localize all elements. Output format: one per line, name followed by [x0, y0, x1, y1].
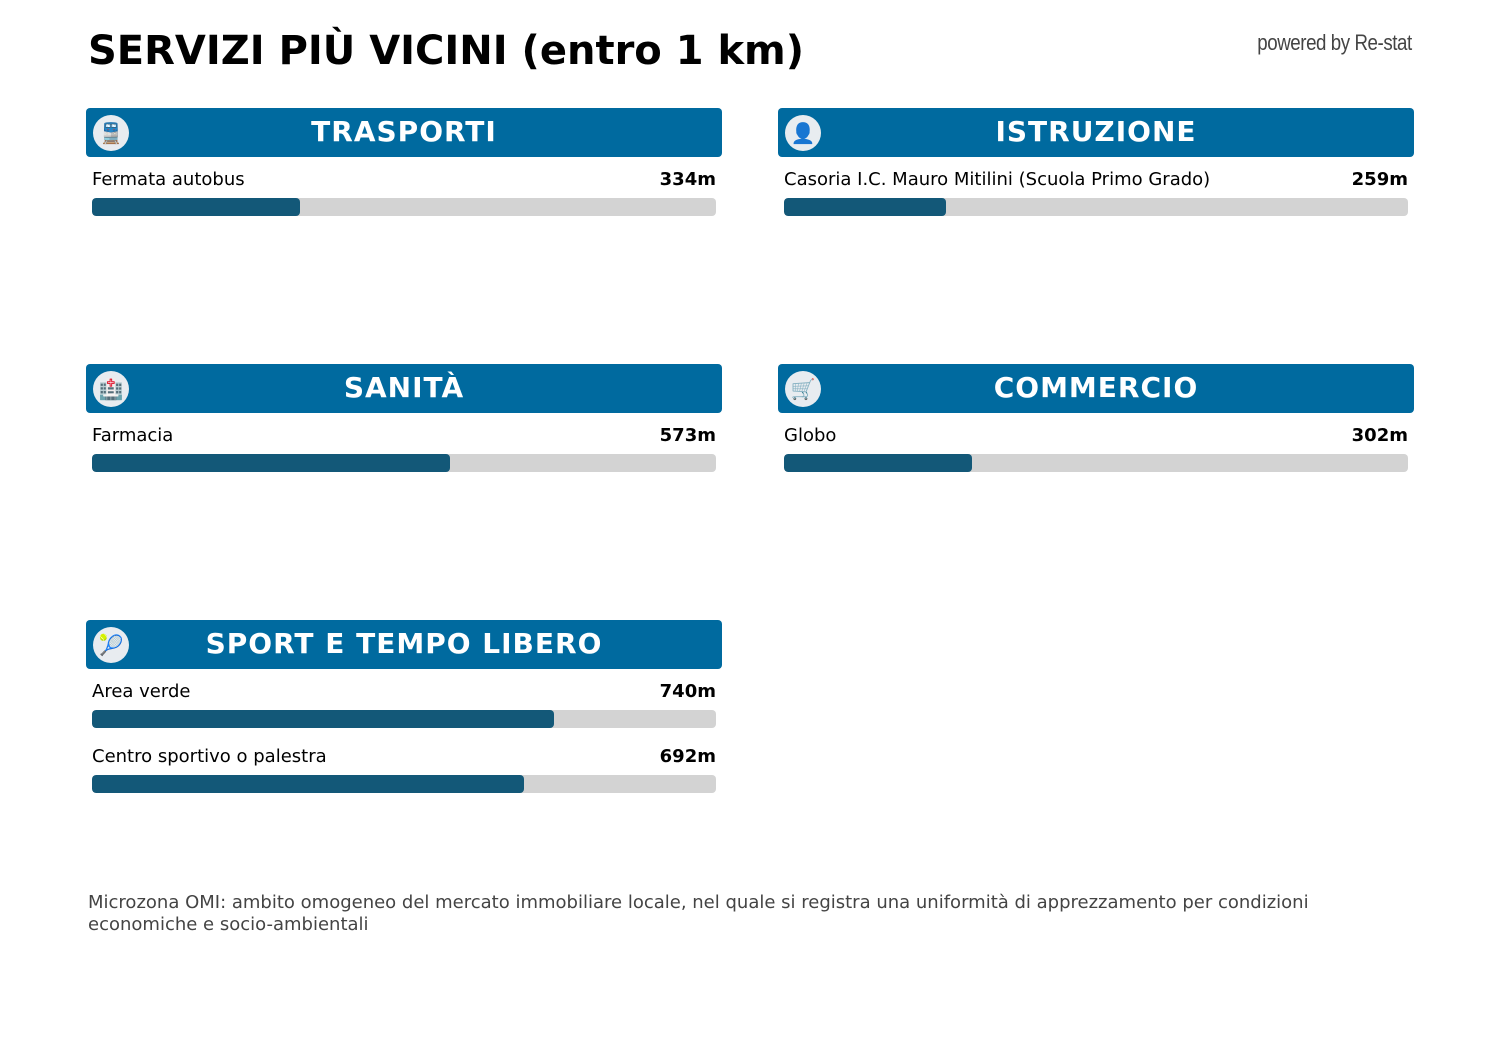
- distance-bar: [92, 454, 716, 472]
- service-item: Globo 302m: [784, 425, 1408, 472]
- panel-title: TRASPORTI: [311, 115, 497, 148]
- service-item: Casoria I.C. Mauro Mitilini (Scuola Prim…: [784, 169, 1408, 216]
- panel-title: COMMERCIO: [993, 371, 1199, 404]
- teacher-icon: 👤: [785, 115, 821, 151]
- service-label: Farmacia: [92, 425, 174, 446]
- train-icon: 🚆: [93, 115, 129, 151]
- distance-bar: [92, 775, 716, 793]
- panel-trasporti: 🚆 TRASPORTI Fermata autobus 334m: [86, 108, 722, 216]
- hospital-icon: 🏥: [93, 371, 129, 407]
- panel-sanit-: 🏥 SANITÀ Farmacia 573m: [86, 364, 722, 472]
- service-distance: 740m: [659, 681, 716, 702]
- service-item: Centro sportivo o palestra 692m: [92, 746, 716, 793]
- panel-title: SPORT E TEMPO LIBERO: [205, 627, 603, 660]
- service-item: Area verde 740m: [92, 681, 716, 728]
- panel-header: 👤 ISTRUZIONE: [778, 108, 1414, 157]
- panel-istruzione: 👤 ISTRUZIONE Casoria I.C. Mauro Mitilini…: [778, 108, 1414, 216]
- distance-bar: [784, 454, 1408, 472]
- cart-icon: 🛒: [785, 371, 821, 407]
- distance-bar-fill: [92, 454, 450, 472]
- service-distance: 573m: [659, 425, 716, 446]
- service-item: Farmacia 573m: [92, 425, 716, 472]
- service-label: Centro sportivo o palestra: [92, 746, 327, 767]
- panel-sport-e-tempo-libero: 🎾 SPORT E TEMPO LIBERO Area verde 740m C…: [86, 620, 722, 793]
- distance-bar-fill: [784, 454, 973, 472]
- tennis-racket-icon: 🎾: [93, 627, 129, 663]
- service-distance: 302m: [1351, 425, 1408, 446]
- distance-bar: [92, 710, 716, 728]
- distance-bar-fill: [92, 775, 524, 793]
- panel-title: SANITÀ: [343, 371, 465, 404]
- panel-header: 🏥 SANITÀ: [86, 364, 722, 413]
- service-label: Fermata autobus: [92, 169, 245, 190]
- distance-bar-fill: [92, 198, 301, 216]
- panel-header: 🛒 COMMERCIO: [778, 364, 1414, 413]
- panel-header: 🎾 SPORT E TEMPO LIBERO: [86, 620, 722, 669]
- powered-by-logo: powered by Re-stat: [1257, 30, 1412, 55]
- distance-bar-fill: [784, 198, 946, 216]
- panel-commercio: 🛒 COMMERCIO Globo 302m: [778, 364, 1414, 472]
- distance-bar: [784, 198, 1408, 216]
- service-item: Fermata autobus 334m: [92, 169, 716, 216]
- service-label: Area verde: [92, 681, 191, 702]
- panel-title: ISTRUZIONE: [995, 115, 1197, 148]
- service-distance: 692m: [659, 746, 716, 767]
- distance-bar: [92, 198, 716, 216]
- service-distance: 259m: [1351, 169, 1408, 190]
- page-title: SERVIZI PIÙ VICINI (entro 1 km): [88, 28, 805, 74]
- service-label: Casoria I.C. Mauro Mitilini (Scuola Prim…: [784, 169, 1211, 190]
- service-label: Globo: [784, 425, 837, 446]
- service-distance: 334m: [659, 169, 716, 190]
- footnote: Microzona OMI: ambito omogeneo del merca…: [88, 892, 1309, 935]
- panel-header: 🚆 TRASPORTI: [86, 108, 722, 157]
- distance-bar-fill: [92, 710, 554, 728]
